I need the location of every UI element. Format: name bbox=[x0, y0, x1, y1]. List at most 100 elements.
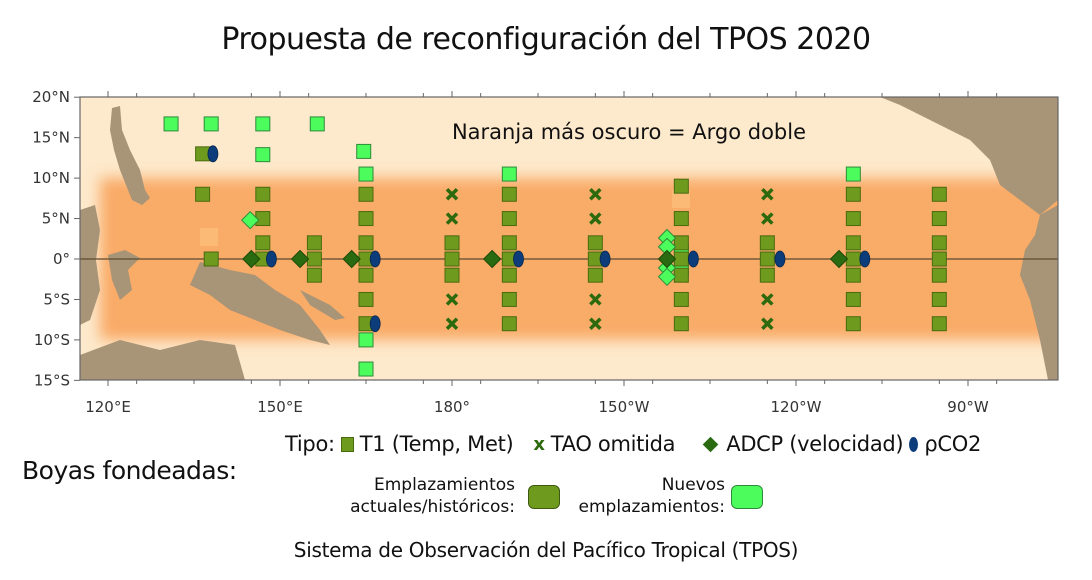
existing-t1-buoy bbox=[673, 267, 689, 283]
existing-t1-buoy bbox=[587, 267, 603, 283]
lon-tick-label: 150°E bbox=[257, 398, 303, 416]
existing-t1-buoy bbox=[195, 146, 211, 162]
existing-t1-buoy bbox=[673, 235, 689, 251]
existing-t1-buoy bbox=[444, 267, 460, 283]
new-line2: emplazamientos: bbox=[578, 497, 725, 517]
existing-t1-buoy bbox=[845, 316, 861, 332]
pco2-buoy bbox=[599, 250, 611, 268]
existing-t1-buoy bbox=[306, 235, 322, 251]
ellipse-icon bbox=[909, 436, 919, 452]
existing-t1-buoy bbox=[931, 291, 947, 307]
existing-t1-buoy bbox=[845, 291, 861, 307]
lat-tick-label: 5°S bbox=[43, 290, 70, 308]
land-philippines bbox=[110, 106, 150, 205]
existing-t1-buoy bbox=[501, 186, 517, 202]
existing-t1-buoy bbox=[673, 251, 689, 267]
t1-square-icon bbox=[340, 436, 354, 452]
argo-annotation: Naranja más oscuro = Argo doble bbox=[452, 120, 806, 144]
new-t1-buoy bbox=[163, 116, 179, 132]
existing-t1-buoy bbox=[358, 235, 374, 251]
legend-t1: T1 (Temp, Met) bbox=[359, 432, 514, 456]
pco2-buoy bbox=[369, 315, 381, 333]
adcp-buoy bbox=[482, 249, 502, 269]
existing-t1-buoy bbox=[501, 211, 517, 227]
tao-omitted-mark bbox=[589, 317, 602, 330]
existing-t1-buoy bbox=[358, 186, 374, 202]
map-frame bbox=[79, 96, 1059, 381]
existing-t1-buoy bbox=[931, 186, 947, 202]
buoy-markers bbox=[163, 116, 947, 377]
diamond-icon bbox=[702, 436, 719, 452]
lat-tick-label: 15°S bbox=[34, 371, 70, 389]
faint-marker bbox=[672, 190, 690, 208]
pco2-buoy bbox=[859, 250, 871, 268]
tao-omitted-mark bbox=[761, 317, 774, 330]
new-t1-buoy bbox=[501, 166, 517, 182]
lat-tick-label: 10°S bbox=[34, 331, 70, 349]
tao-omitted-mark bbox=[445, 317, 459, 330]
existing-t1-buoy bbox=[931, 235, 947, 251]
new-adcp-buoy bbox=[657, 267, 677, 287]
tao-omitted-mark bbox=[445, 293, 459, 306]
map-axes: 20°N 15°N 10°N 5°N 0° 5°S 10°S 15°S 120°E 150°E 18… bbox=[32, 88, 998, 416]
existing-t1-buoy bbox=[501, 235, 517, 251]
existing-t1-buoy bbox=[845, 186, 861, 202]
existing-t1-buoy bbox=[845, 235, 861, 251]
moored-buoys-label: Boyas fondeadas: bbox=[22, 456, 237, 485]
legend-tao-omitted: TAO omitida bbox=[550, 432, 676, 456]
existing-t1-buoy bbox=[501, 316, 517, 332]
existing-t1-buoy bbox=[845, 211, 861, 227]
existing-t1-buoy bbox=[587, 235, 603, 251]
existing-t1-buoy bbox=[759, 235, 775, 251]
lon-tick-label: 180° bbox=[434, 398, 470, 416]
tao-omitted-mark bbox=[445, 188, 459, 201]
existing-t1-buoy bbox=[501, 267, 517, 283]
existing-line2: actuales/históricos: bbox=[350, 497, 515, 517]
existing-swatch bbox=[528, 485, 560, 509]
existing-t1-buoy bbox=[673, 178, 689, 194]
tao-omitted-mark bbox=[589, 188, 602, 201]
existing-t1-buoy bbox=[759, 251, 775, 267]
new-t1-buoy bbox=[203, 116, 219, 132]
lon-tick-label: 120°E bbox=[85, 398, 131, 416]
existing-t1-buoy bbox=[195, 186, 211, 202]
existing-t1-buoy bbox=[255, 211, 271, 227]
x-mark-icon: x bbox=[533, 433, 545, 455]
land-indonesia-west bbox=[80, 205, 100, 325]
new-t1-buoy bbox=[255, 116, 271, 132]
existing-t1-buoy bbox=[358, 267, 374, 283]
adcp-buoy bbox=[290, 249, 310, 269]
new-t1-buoy bbox=[358, 332, 374, 348]
land-masses bbox=[80, 97, 1058, 380]
tao-omitted-mark bbox=[761, 293, 774, 306]
legend-pco2: ρCO2 bbox=[924, 432, 982, 456]
tao-omitted-mark bbox=[589, 212, 602, 225]
land-south-america bbox=[1020, 205, 1058, 380]
existing-t1-buoy bbox=[358, 291, 374, 307]
existing-t1-buoy bbox=[203, 251, 219, 267]
land-australia bbox=[80, 340, 245, 380]
existing-t1-buoy bbox=[444, 235, 460, 251]
lat-tick-label: 0° bbox=[53, 250, 70, 268]
land-sulawesi bbox=[108, 250, 140, 300]
caption: Sistema de Observación del Pacífico Trop… bbox=[293, 538, 799, 562]
new-line1: Nuevos bbox=[661, 475, 725, 495]
lon-tick-label: 90°W bbox=[947, 398, 989, 416]
land-north-america bbox=[880, 97, 1058, 215]
pco2-buoy bbox=[265, 250, 277, 268]
type-legend: Tipo: T1 (Temp, Met) x TAO omitida ADCP … bbox=[285, 432, 981, 456]
type-label: Tipo: bbox=[285, 432, 335, 456]
existing-t1-buoy bbox=[501, 291, 517, 307]
existing-t1-buoy bbox=[931, 211, 947, 227]
adcp-buoy bbox=[342, 249, 361, 269]
new-t1-buoy bbox=[255, 147, 271, 163]
new-t1-buoy bbox=[358, 166, 374, 182]
existing-t1-buoy bbox=[306, 267, 322, 283]
existing-t1-buoy bbox=[759, 267, 775, 283]
existing-t1-buoy bbox=[931, 267, 947, 283]
new-t1-buoy bbox=[358, 361, 374, 377]
lat-tick-label: 15°N bbox=[32, 129, 70, 147]
existing-sites-label: Emplazamientos actuales/históricos: bbox=[330, 474, 515, 518]
pco2-buoy bbox=[774, 250, 786, 268]
lon-tick-label: 120°W bbox=[771, 398, 822, 416]
